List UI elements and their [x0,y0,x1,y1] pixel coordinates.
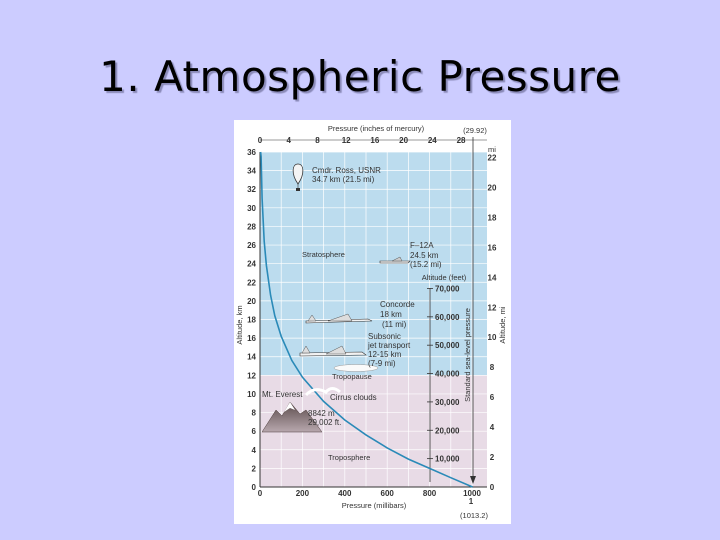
bottom-tick-label: 600 [381,489,395,498]
left-tick-label: 22 [247,278,256,287]
balloon-icon [292,163,304,191]
sea-level-arrow [470,137,476,484]
right-tick-label: 12 [488,303,497,312]
standard-pressure-label: Standard sea-level pressure [463,308,472,402]
concorde-label-line2: 18 km [380,310,402,319]
left-tick-label: 32 [247,185,256,194]
left-tick-label: 30 [247,204,256,213]
bottom-tick-label: 1000 [463,489,481,498]
f12a-label-line1: F–12A [410,241,434,250]
right-axis-unit: mi [488,145,496,154]
subsonic-label-line4: (7-9 mi) [368,359,396,368]
right-tick-label: 10 [488,333,497,342]
slide-title: 1. Atmospheric Pressure [99,52,621,101]
bottom-tick-label: 200 [296,489,310,498]
right-tick-label: 6 [490,393,495,402]
left-tick-label: 34 [247,167,256,176]
concorde-aircraft-icon [305,313,373,324]
left-tick-label: 14 [247,353,256,362]
cirrus-label: Cirrus clouds [330,393,377,402]
concorde-label-line3: (11 mi) [382,320,407,329]
feet-axis-label: Altitude (feet) [422,273,467,282]
right-tick-label: 14 [488,273,497,282]
pressure-curve [259,151,473,488]
right-tick-label: 4 [490,423,495,432]
top-axis-ticks: 0 4 8 12 16 20 24 28 [258,136,466,145]
top-tick-label: 16 [370,136,379,145]
f12a-aircraft-icon [379,256,411,264]
top-tick-label: 24 [428,136,437,145]
feet-tick-label: 70,000 [435,284,460,293]
top-axis-label: Pressure (inches of mercury) [328,124,425,133]
concorde-label-line1: Concorde [380,300,415,309]
left-tick-label: 28 [247,222,256,231]
left-tick-label: 16 [247,334,256,343]
left-tick-label: 24 [247,260,256,269]
top-tick-label: 8 [315,136,320,145]
right-tick-label: 8 [490,363,495,372]
top-tick-label: 4 [286,136,291,145]
left-tick-label: 4 [252,446,257,455]
left-tick-label: 6 [252,427,257,436]
left-tick-label: 20 [247,297,256,306]
bottom-sea-level-mb: (1013.2) [460,511,488,520]
bottom-tick-label: 800 [423,489,437,498]
right-tick-label: 0 [490,483,495,492]
right-tick-label: 22 [488,154,497,163]
bottom-tick-label: 400 [338,489,352,498]
left-tick-label: 2 [252,464,257,473]
subsonic-label-line3: 12-15 km [368,350,402,359]
everest-label-line2: 8842 m [308,409,335,418]
balloon-label-line1: Cmdr. Ross, USNR [312,166,381,175]
feet-tick-label: 30,000 [435,398,460,407]
stratosphere-label: Stratosphere [302,250,345,259]
left-tick-label: 18 [247,316,256,325]
mountain-icon [261,401,323,433]
feet-tick-label: 40,000 [435,370,460,379]
troposphere-label: Troposphere [328,453,370,462]
right-tick-label: 2 [490,453,495,462]
left-tick-label: 12 [247,371,256,380]
bottom-axis-ticks: 0 200 400 600 800 1000 [258,489,482,498]
left-tick-label: 8 [252,409,257,418]
top-tick-label: 28 [457,136,466,145]
bottom-tick-label: 0 [258,489,263,498]
everest-label-line3: 29,002 ft. [308,418,341,427]
f12a-label-line2: 24.5 km [410,251,439,260]
top-tick-label: 0 [258,136,263,145]
tropopause-cloud-icon [333,364,379,372]
everest-label-line1: Mt. Everest [262,390,303,399]
left-tick-label: 26 [247,241,256,250]
feet-tick-label: 10,000 [435,455,460,464]
left-axis-label: Altitude, km [235,305,244,344]
cirrus-cloud-icon [304,387,341,397]
left-tick-label: 36 [247,148,256,157]
feet-tick-label: 60,000 [435,313,460,322]
right-axis-label: Altitude, mi [498,306,507,343]
left-tick-label: 0 [252,483,257,492]
feet-tick-label: 20,000 [435,426,460,435]
left-tick-label: 10 [247,390,256,399]
right-tick-label: 20 [488,183,497,192]
subsonic-label-line1: Subsonic [368,332,401,341]
right-tick-label: 18 [488,213,497,222]
top-tick-label: 20 [399,136,408,145]
right-tick-label: 16 [488,243,497,252]
bottom-axis-label: Pressure (millibars) [342,501,407,510]
feet-axis-ticks: 10,000 20,000 30,000 40,000 50,000 60,000 70,0… [427,284,460,464]
right-axis-ticks: 0 2 4 6 8 10 12 14 16 18 20 22 [488,154,497,492]
subsonic-jet-icon [299,345,367,357]
feet-tick-label: 50,000 [435,341,460,350]
top-tick-label: 12 [342,136,351,145]
bottom-sea-level-value: 1 [469,497,474,506]
balloon-label-line2: 34.7 km (21.5 mi) [312,175,375,184]
tropopause-label: Tropopause [332,372,372,381]
top-sea-level-value: (29.92) [463,126,487,135]
f12a-label-line3: (15.2 mi) [410,260,442,269]
subsonic-label-line2: jet transport [367,341,411,350]
